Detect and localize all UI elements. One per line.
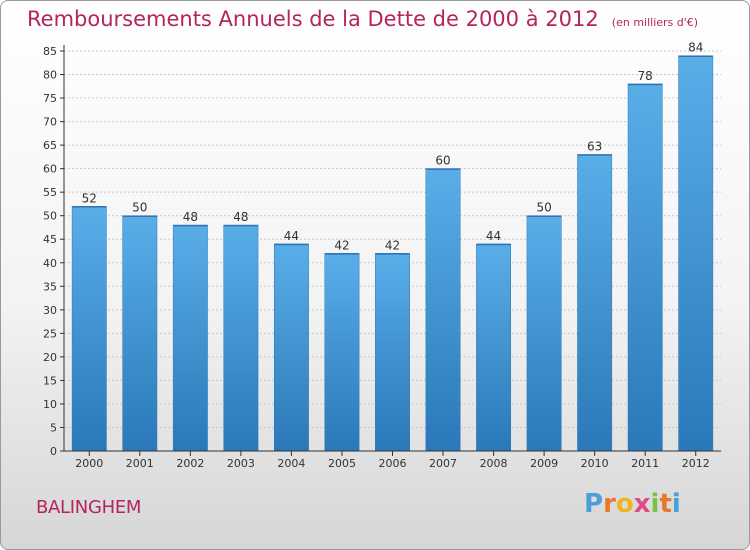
y-tick-label: 70 [43,116,57,129]
y-tick-label: 55 [43,186,57,199]
bar-value-label: 50 [132,201,147,215]
logo-letter: t [659,489,672,519]
y-tick-label: 10 [43,398,57,411]
bar[interactable] [223,224,259,452]
axes [60,45,721,456]
bar[interactable] [678,55,714,452]
bar-value-label: 78 [638,69,653,83]
y-tick-label: 0 [50,445,57,458]
logo-letter: i [671,489,681,519]
y-tick-label: 85 [43,45,57,58]
logo-letter: P [584,489,604,519]
bar[interactable] [324,253,360,452]
y-tick-label: 20 [43,351,57,364]
bar[interactable] [425,168,461,452]
bar-value-label: 42 [385,238,400,252]
x-tick-label: 2004 [277,457,305,470]
proxiti-logo[interactable]: Proxiti [584,489,681,519]
bar[interactable] [122,215,158,452]
chart-title-row: Remboursements Annuels de la Dette de 20… [27,7,698,31]
logo-letter: i [650,489,660,519]
x-tick-label: 2001 [126,457,154,470]
x-tick-label: 2006 [379,457,407,470]
x-tick-label: 2003 [227,457,255,470]
y-tick-label: 75 [43,92,57,105]
logo-letter: r [603,489,616,519]
bar-value-label: 44 [284,229,299,243]
bar-value-label: 52 [82,191,97,205]
x-tick-label: 2000 [75,457,103,470]
bar[interactable] [172,224,208,452]
bar-value-label: 60 [435,154,450,168]
y-tick-label: 60 [43,163,57,176]
y-tick-label: 30 [43,304,57,317]
bar-value-label: 48 [183,210,198,224]
bar[interactable] [476,243,512,452]
bar-value-label: 63 [587,140,602,154]
y-tick-label: 80 [43,69,57,82]
y-tick-label: 45 [43,233,57,246]
y-tick-label: 40 [43,257,57,270]
x-tick-label: 2011 [631,457,659,470]
x-tick-label: 2008 [480,457,508,470]
y-tick-label: 25 [43,327,57,340]
y-tick-label: 15 [43,374,57,387]
y-tick-label: 65 [43,139,57,152]
y-tick-label: 35 [43,280,57,293]
bar-value-label: 84 [688,41,703,55]
bar-value-label: 48 [233,210,248,224]
x-tick-label: 2005 [328,457,356,470]
chart-title: Remboursements Annuels de la Dette de 20… [27,7,599,31]
x-tick-label: 2007 [429,457,457,470]
bar[interactable] [526,215,562,452]
bar-value-label: 44 [486,229,501,243]
y-tick-label: 50 [43,210,57,223]
x-tick-label: 2002 [176,457,204,470]
commune-name: BALINGHEM [36,497,142,518]
bar[interactable] [577,154,613,452]
y-tick-label: 5 [50,421,57,434]
bar[interactable] [375,253,410,452]
x-tick-label: 2010 [581,457,609,470]
bar[interactable] [273,243,309,452]
bar-value-label: 42 [334,238,349,252]
x-tick-label: 2009 [530,457,558,470]
bars [71,55,714,452]
bar-value-label: 50 [536,201,551,215]
logo-letter: x [633,489,651,519]
logo-letter: o [615,489,634,519]
labels: 0 5 10 15 20 25 30 35 40 45 50 55 60 65 70 75 80 85 52 2000… [43,41,710,470]
bar[interactable] [71,206,107,452]
x-tick-label: 2012 [682,457,710,470]
chart-subtitle: (en milliers d'€) [611,16,699,29]
bar[interactable] [627,83,663,452]
